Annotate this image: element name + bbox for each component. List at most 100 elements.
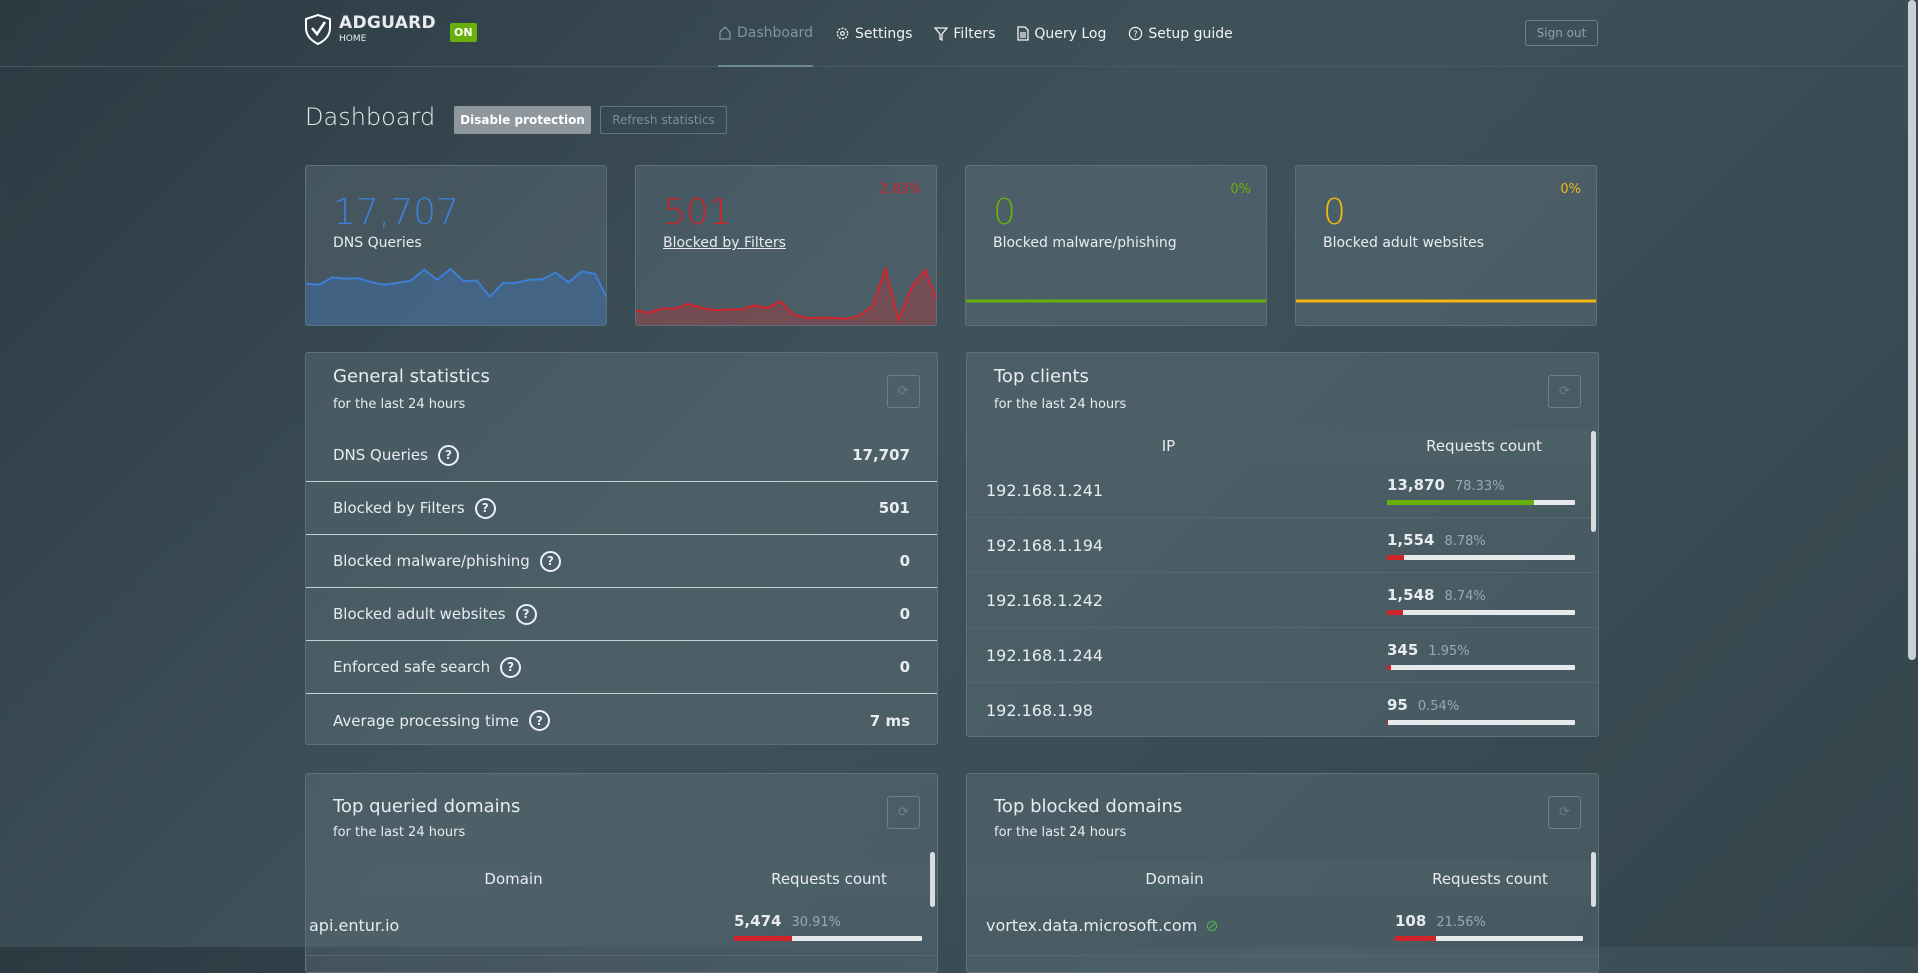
card-label[interactable]: Blocked by Filters	[663, 235, 786, 251]
panel-title: Top clients	[994, 366, 1089, 387]
table-scrollbar[interactable]	[1591, 431, 1596, 532]
nav-dashboard[interactable]: Dashboard	[718, 0, 813, 67]
client-ip[interactable]: 192.168.1.242	[986, 590, 1104, 610]
stat-card: 0 Blocked adult websites 0%	[1295, 165, 1597, 326]
page-scrollbar[interactable]	[1908, 0, 1916, 660]
nav-label: Query Log	[1034, 25, 1107, 42]
card-percent: 0%	[1230, 182, 1251, 197]
table-row: 192.168.1.242 1,548 8.74%	[967, 573, 1598, 628]
request-percent: 8.78%	[1444, 534, 1486, 549]
help-icon[interactable]: ?	[539, 550, 561, 572]
request-count: 345	[1387, 641, 1419, 659]
percent-bar	[1387, 610, 1575, 615]
percent-bar-fill	[1387, 500, 1535, 505]
percent-bar	[1395, 935, 1583, 941]
request-count: 95	[1387, 696, 1408, 714]
column-header-domain[interactable]: Domain	[1145, 869, 1204, 888]
column-header-domain[interactable]: Domain	[484, 869, 543, 888]
card-value: 0	[993, 192, 1016, 233]
stat-value: 501	[878, 499, 910, 517]
stat-label: Blocked malware/phishing	[333, 552, 530, 570]
stat-card: 17,707 DNS Queries	[305, 165, 607, 326]
domain-name[interactable]: vortex.data.microsoft.com	[986, 916, 1198, 935]
card-label: Blocked malware/phishing	[993, 235, 1177, 251]
brand-name: ADGUARD	[339, 13, 436, 33]
percent-bar-fill	[1387, 555, 1404, 560]
stat-value: 0	[899, 658, 910, 676]
table-row: 192.168.1.194 1,554 8.78%	[967, 518, 1598, 573]
stat-row: Blocked malware/phishing? 0	[306, 535, 937, 588]
refresh-button[interactable]: ⟳	[887, 796, 920, 829]
nav-label: Setup guide	[1148, 25, 1233, 42]
request-percent: 21.56%	[1436, 914, 1486, 930]
svg-text:?: ?	[1134, 29, 1138, 39]
refresh-statistics-button[interactable]: Refresh statistics	[600, 106, 727, 134]
percent-bar-fill	[734, 935, 793, 941]
help-icon[interactable]: ?	[515, 603, 537, 625]
percent-bar	[1387, 555, 1575, 560]
stat-value: 17,707	[852, 446, 910, 464]
help-icon[interactable]: ?	[528, 710, 550, 731]
column-header-requests[interactable]: Requests count	[771, 869, 887, 888]
client-ip[interactable]: 192.168.1.241	[986, 480, 1104, 500]
card-label: Blocked adult websites	[1323, 235, 1485, 251]
stat-row: Average processing time? 7 ms	[306, 694, 937, 744]
shield-check-icon	[305, 14, 331, 45]
sparkline-area	[636, 269, 936, 325]
card-value: 501	[663, 192, 732, 233]
request-percent: 0.54%	[1417, 699, 1460, 714]
help-icon[interactable]: ?	[474, 497, 496, 519]
nav-label: Filters	[953, 25, 996, 42]
brand-sub: HOME	[339, 34, 367, 44]
request-count: 13,870	[1387, 476, 1445, 494]
percent-bar	[1387, 665, 1575, 670]
percent-bar-fill	[1387, 610, 1404, 615]
disable-protection-button[interactable]: Disable protection	[454, 106, 591, 134]
stat-value: 0	[899, 605, 910, 623]
client-ip[interactable]: 192.168.1.98	[986, 700, 1093, 720]
stat-row: DNS Queries? 17,707	[306, 429, 937, 482]
logo[interactable]: ADGUARD HOME ON	[305, 14, 477, 45]
domain-name[interactable]: api.entur.io	[309, 916, 400, 935]
help-icon[interactable]: ?	[500, 656, 522, 678]
table-scrollbar[interactable]	[1591, 852, 1596, 907]
client-ip[interactable]: 192.168.1.194	[986, 535, 1104, 555]
sign-out-button[interactable]: Sign out	[1525, 20, 1598, 46]
column-header-requests[interactable]: Requests count	[1432, 869, 1548, 888]
table-row: 192.168.1.244 345 1.95%	[967, 628, 1598, 683]
stat-row: Enforced safe search? 0	[306, 641, 937, 694]
percent-bar	[734, 935, 922, 941]
nav-label: Settings	[854, 25, 913, 42]
column-header-ip[interactable]: IP	[1161, 436, 1176, 455]
panel-subtitle: for the last 24 hours	[333, 825, 466, 840]
top-blocked-domains-panel: Top blocked domains for the last 24 hours…	[966, 773, 1599, 973]
sparkline-area	[306, 269, 606, 325]
sparkline	[1296, 299, 1596, 303]
stat-label: DNS Queries	[333, 446, 428, 464]
stat-row: Blocked by Filters? 501	[306, 482, 937, 535]
help-icon[interactable]: ?	[437, 444, 459, 466]
stat-label: Blocked by Filters	[333, 499, 465, 517]
refresh-button[interactable]: ⟳	[1548, 796, 1581, 829]
general-statistics-panel: General statistics for the last 24 hours …	[305, 352, 938, 745]
card-percent: 2.83%	[879, 182, 921, 197]
card-value: 0	[1323, 192, 1346, 233]
eye-slash-icon[interactable]: ⊘	[1205, 916, 1219, 935]
table-scrollbar[interactable]	[930, 852, 935, 907]
column-header-requests[interactable]: Requests count	[1426, 436, 1542, 455]
client-ip[interactable]: 192.168.1.244	[986, 645, 1104, 665]
nav-setup-guide[interactable]: ? Setup guide	[1128, 0, 1233, 67]
card-value: 17,707	[333, 192, 459, 233]
refresh-button[interactable]: ⟳	[887, 375, 920, 408]
panel-subtitle: for the last 24 hours	[994, 397, 1127, 412]
card-percent: 0%	[1560, 182, 1581, 197]
table-row: 192.168.1.241 13,870 78.33%	[967, 463, 1598, 518]
nav-filters[interactable]: Filters	[934, 0, 995, 67]
nav-query-log[interactable]: Query Log	[1017, 0, 1106, 67]
stat-value: 0	[899, 552, 910, 570]
percent-bar-fill	[1387, 720, 1388, 725]
refresh-button[interactable]: ⟳	[1548, 375, 1581, 408]
gear-icon	[836, 27, 849, 40]
help-icon: ?	[1129, 26, 1143, 41]
nav-settings[interactable]: Settings	[835, 0, 912, 67]
